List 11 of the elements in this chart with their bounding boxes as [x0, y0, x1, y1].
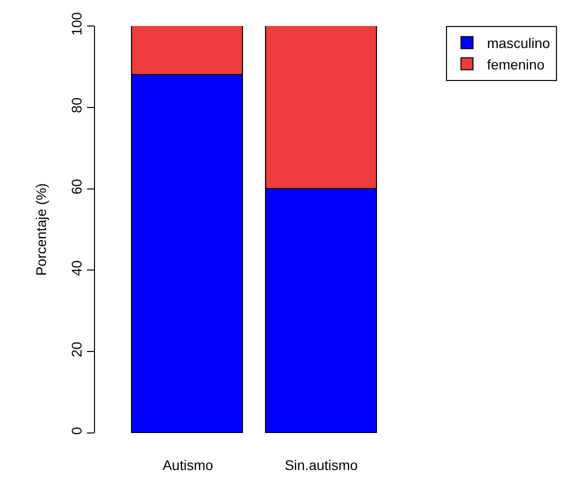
legend-label: femenino [487, 56, 545, 72]
y-axis-title: Porcentaje (%) [33, 183, 49, 276]
y-tick-label: 80 [68, 97, 84, 114]
legend-label: masculino [487, 35, 550, 52]
y-tick-label: 0 [68, 426, 84, 435]
y-tick-label: 60 [68, 178, 84, 194]
y-tick-label: 100 [68, 12, 84, 36]
y-tick-label: 20 [68, 342, 84, 358]
x-tick-label: Autismo [162, 457, 214, 473]
x-tick-label: Sin.autismo [284, 457, 358, 473]
y-tick-label: 40 [68, 260, 84, 276]
